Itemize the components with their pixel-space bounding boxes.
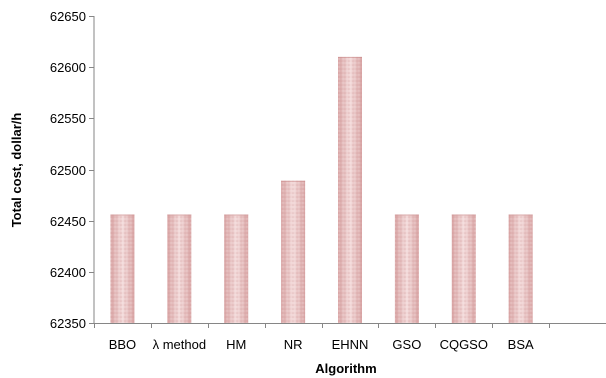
y-tick-label: 62500 [50,163,86,178]
x-tick-label: HM [226,337,246,352]
bar-texture [281,180,306,323]
bar-BBO [110,214,135,323]
y-axis: 62350 62400 62450 62500 62550 62600 62650 [50,9,95,331]
bar-EHNN [338,56,362,323]
bar-BSA [508,214,533,323]
y-tick-label: 62350 [50,316,86,331]
x-tick-label: NR [284,337,303,352]
bar-texture [394,214,419,323]
bar-λ method [167,214,192,323]
bar-NR [281,180,306,323]
y-tick-label: 62650 [50,9,86,24]
bar-texture [338,56,362,323]
x-axis: BBO λ method HM NR EHNN GSO CQGSO BSA [94,323,606,352]
x-tick-label: GSO [392,337,421,352]
bar-texture [167,214,192,323]
x-tick-label: CQGSO [440,337,488,352]
x-tick-label: λ method [153,337,206,352]
bar-CQGSO [451,214,476,323]
bar-texture [224,214,249,323]
y-axis-title: Total cost, dollar/h [9,113,24,228]
bar-HM [224,214,249,323]
x-tick-label: BBO [109,337,136,352]
y-tick-label: 62450 [50,214,86,229]
y-tick-label: 62400 [50,265,86,280]
bar-GSO [394,214,419,323]
bar-texture [508,214,533,323]
x-tick-label: EHNN [332,337,369,352]
bar-texture [451,214,476,323]
bar-texture [110,214,135,323]
bar-series [110,56,533,323]
x-tick-label: BSA [508,337,534,352]
y-tick-label: 62600 [50,60,86,75]
x-axis-title: Algorithm [315,361,376,376]
y-tick-label: 62550 [50,111,86,126]
